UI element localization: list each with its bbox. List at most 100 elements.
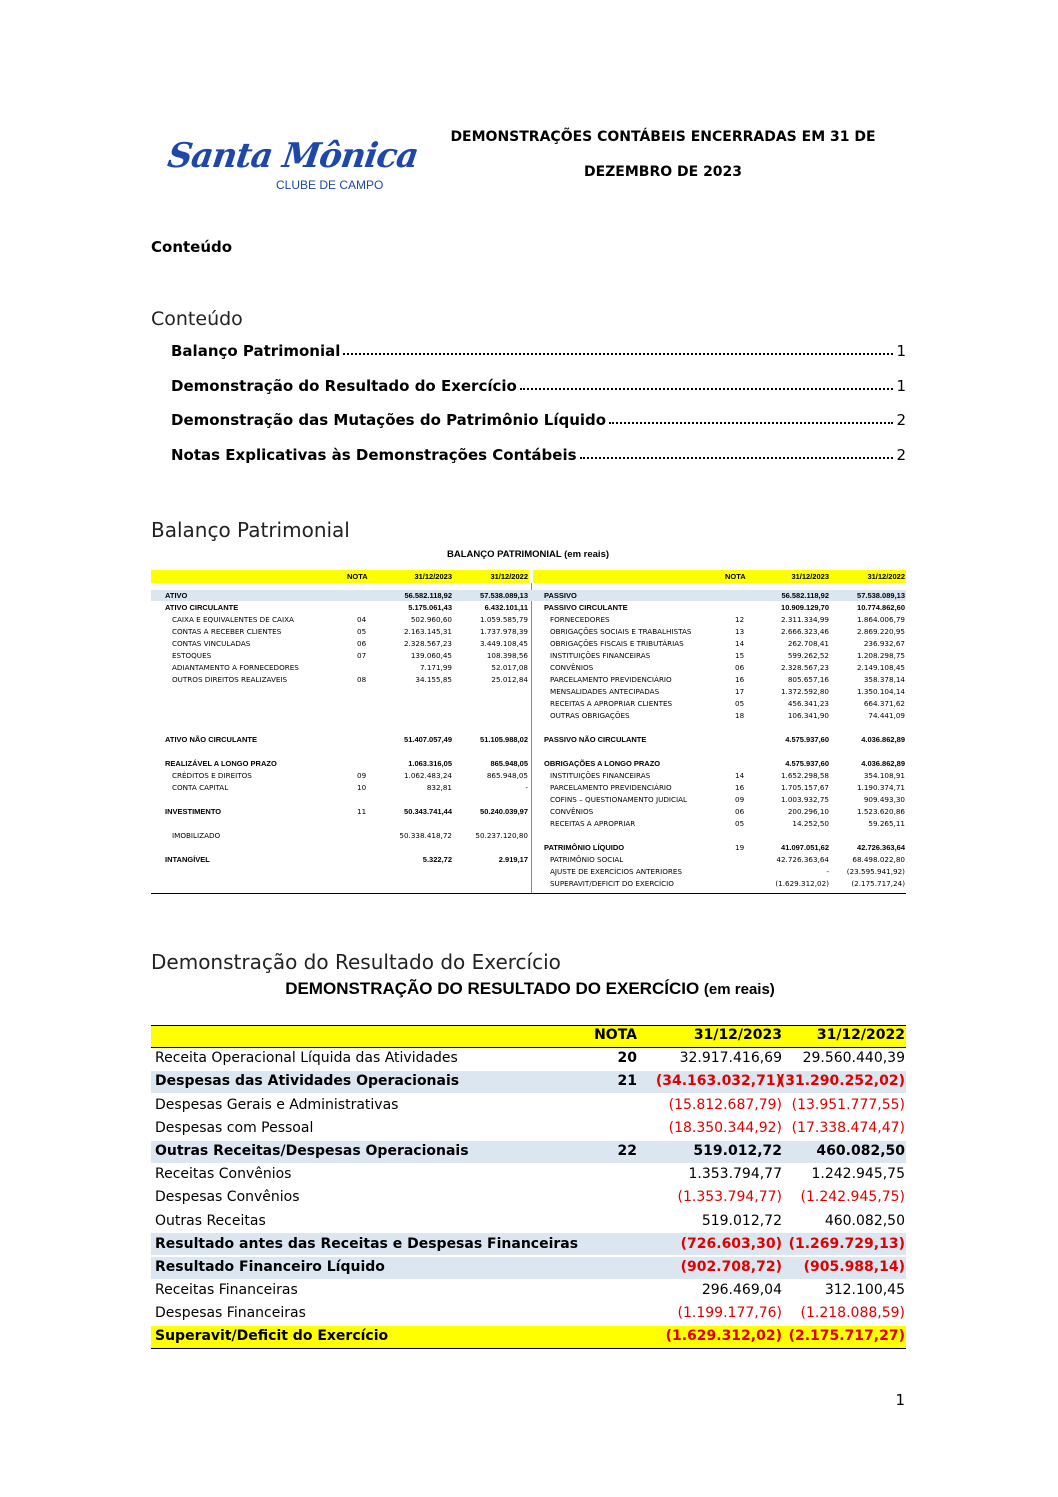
row-value: 7.171,99 (419, 662, 452, 672)
row-value: 2.149.108,45 (856, 662, 905, 672)
row-value: 52.017,08 (491, 662, 528, 672)
row-label: CONTA CAPITAL (172, 782, 229, 792)
row-note: 14 (735, 638, 745, 648)
toc-item: Demonstração do Resultado do Exercício 1 (171, 373, 906, 395)
row-note: 05 (735, 698, 745, 708)
row-value: 1.063.316,05 (408, 759, 452, 769)
row-label: ATIVO CIRCULANTE (165, 603, 239, 613)
row-label: CONVÊNIOS (550, 806, 594, 816)
row-note: 16 (735, 782, 745, 792)
row-label: ESTOQUES (172, 650, 212, 660)
row-label: IMOBILIZADO (172, 830, 221, 840)
row-value: 2.163.145,31 (403, 626, 452, 636)
row-note: 22 (617, 1143, 637, 1159)
row-value: 4.575.937,60 (785, 759, 829, 769)
row-value: (23.595.941,92) (846, 866, 905, 876)
row-value: 106.341,90 (787, 710, 829, 720)
row-value: 10.909.129,70 (781, 603, 829, 613)
row-highlight (151, 1256, 906, 1279)
toc-page: 1 (896, 342, 906, 360)
row-note: 19 (735, 842, 745, 852)
row-note: 10 (357, 782, 367, 792)
row-value: 460.082,50 (824, 1212, 905, 1229)
row-value: 57.538.089,13 (857, 591, 905, 601)
row-value: 6.432.101,11 (484, 603, 528, 613)
row-label: OBRIGAÇÕES A LONGO PRAZO (544, 759, 661, 769)
row-value: 1.737.978,39 (479, 626, 528, 636)
section-label: Conteúdo (151, 237, 233, 256)
row-value: 42.726.363,64 (776, 854, 829, 864)
row-label: Outras Receitas (155, 1212, 266, 1229)
row-value: 10.774.862,60 (857, 603, 905, 613)
row-value: 909.493,30 (863, 794, 905, 804)
row-label: OBRIGAÇÕES SOCIAIS E TRABALHISTAS (550, 626, 692, 636)
row-note: 04 (357, 614, 367, 624)
row-value: 42.726.363,64 (857, 843, 905, 853)
row-value: 865.948,05 (490, 759, 528, 769)
row-value: 354.108,91 (863, 770, 905, 780)
toc-leader (579, 456, 894, 459)
row-note: 12 (735, 614, 745, 624)
row-label: ATIVO (165, 591, 188, 601)
row-label: PATRIMÔNIO LÍQUIDO (544, 843, 625, 853)
row-highlight (151, 1233, 906, 1256)
row-label: Receitas Convênios (155, 1166, 292, 1183)
row-value: 57.538.089,13 (480, 591, 528, 601)
column-header: 31/12/2022 (816, 1027, 905, 1044)
row-value: 2.328.567,23 (780, 662, 829, 672)
row-value: 358.378,14 (863, 674, 905, 684)
row-note: 05 (735, 818, 745, 828)
row-note: 20 (617, 1050, 637, 1067)
row-value: 1.652.298,58 (780, 770, 829, 780)
row-label: PASSIVO NÃO CIRCULANTE (544, 735, 647, 745)
row-value: 1.372.592,80 (780, 686, 829, 696)
row-label: ADIANTAMENTO A FORNECEDORES (172, 662, 299, 672)
row-value: 865.948,05 (486, 770, 528, 780)
row-note: 05 (357, 626, 367, 636)
row-value: 74.441,09 (868, 710, 905, 720)
toc-page: 2 (896, 411, 906, 429)
row-value: 50.240.039,97 (480, 807, 528, 817)
table-rule (151, 893, 906, 894)
row-label: Resultado antes das Receitas e Despesas … (155, 1235, 579, 1252)
row-value: 59.265,11 (868, 818, 905, 828)
row-value: 805.657,16 (787, 674, 829, 684)
header-band (533, 570, 906, 583)
row-note: 13 (735, 626, 745, 636)
row-label: PASSIVO CIRCULANTE (544, 603, 628, 613)
section-heading: Balanço Patrimonial (151, 517, 350, 542)
row-label: PARCELAMENTO PREVIDENCIÁRIO (550, 782, 672, 792)
row-note: 11 (357, 806, 367, 816)
row-note: 08 (357, 674, 367, 684)
row-value: 2.869.220,95 (856, 626, 905, 636)
row-value: 108.398,56 (486, 650, 528, 660)
row-label: Despesas Financeiras (155, 1305, 306, 1322)
row-value: 32.917.416,69 (679, 1050, 782, 1067)
row-note: 09 (357, 770, 367, 780)
document-title: DEZEMBRO DE 2023 (583, 164, 743, 181)
column-header: 31/12/2023 (693, 1027, 782, 1044)
row-label: Resultado Financeiro Líquido (155, 1258, 385, 1275)
toc-page: 1 (896, 376, 906, 395)
column-header: 31/12/2023 (414, 572, 452, 582)
toc-leader (519, 387, 894, 390)
document-title: DEMONSTRAÇÕES CONTÁBEIS ENCERRADAS EM 31… (450, 129, 876, 146)
row-value: (34.163.032,71) (655, 1073, 782, 1090)
row-label: INSTITUIÇÕES FINANCEIRAS (550, 770, 651, 780)
row-label: CONTAS VINCULADAS (172, 638, 251, 648)
row-value: (1.242.945,75) (800, 1189, 905, 1206)
row-value: 664.371,62 (863, 698, 905, 708)
row-note: 06 (735, 662, 745, 672)
column-header: 31/12/2022 (867, 572, 905, 582)
row-highlight (151, 1140, 906, 1163)
header-band (151, 570, 529, 583)
row-value: 296.469,04 (701, 1282, 782, 1299)
row-value: 200.296,10 (787, 806, 829, 816)
table-title: DEMONSTRAÇÃO DO RESULTADO DO EXERCÍCIO (… (130, 978, 930, 1001)
row-label: SUPERAVIT/DEFICIT DO EXERCÍCIO (550, 878, 674, 888)
column-header: NOTA (594, 1027, 637, 1044)
table-title-main: DEMONSTRAÇÃO DO RESULTADO DO EXERCÍCIO (285, 979, 700, 998)
row-value: (1.629.312,02) (665, 1328, 782, 1345)
row-highlight (151, 1326, 906, 1349)
